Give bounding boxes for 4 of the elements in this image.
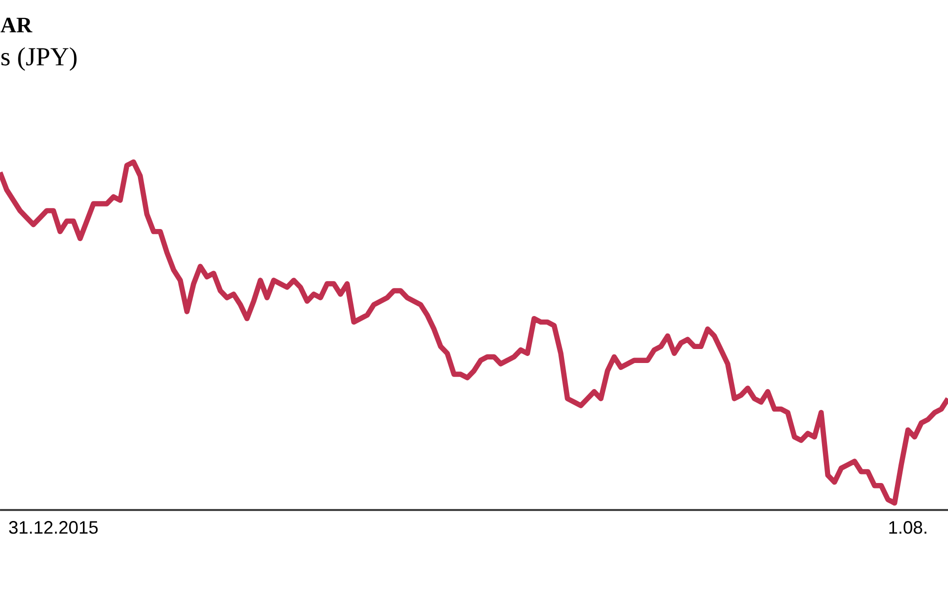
- chart-subtitle: s (JPY): [1, 47, 77, 71]
- chart-title: AR: [0, 18, 32, 32]
- x-tick-label: 31.12.2015: [9, 521, 98, 534]
- x-tick-label: 1.08.: [889, 521, 926, 534]
